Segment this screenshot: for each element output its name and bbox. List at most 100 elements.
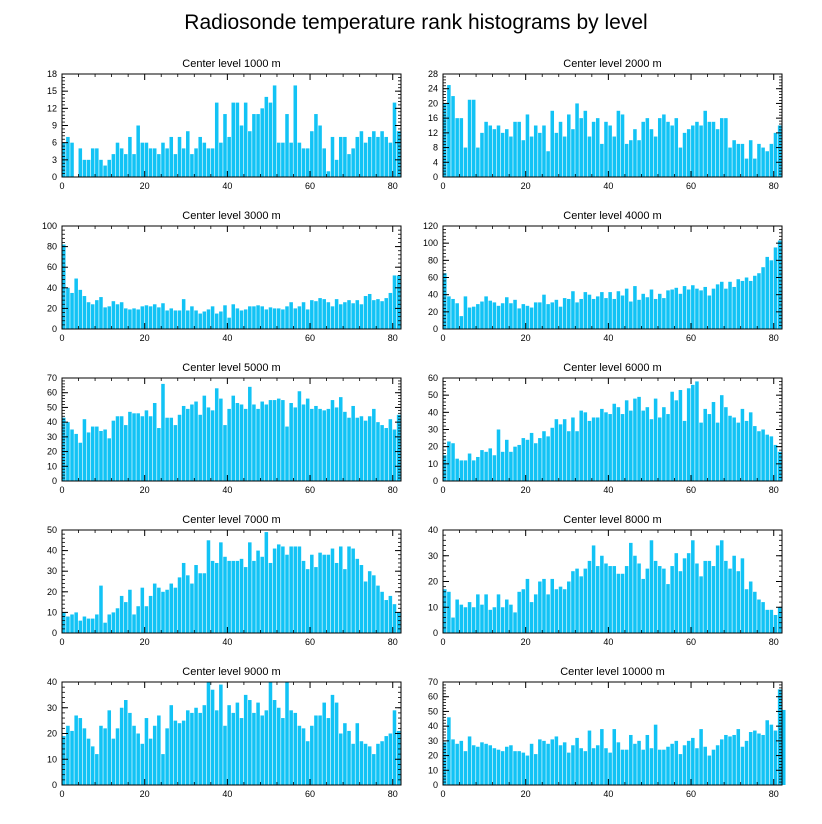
histogram-bar [268, 562, 273, 633]
histogram-bar [268, 400, 273, 481]
histogram-bar [455, 303, 459, 329]
histogram-bar [322, 702, 326, 785]
x-tick-label: 80 [769, 637, 779, 647]
histogram-bar [235, 308, 240, 329]
histogram-bar [620, 114, 625, 177]
x-tick-label: 0 [59, 333, 64, 343]
x-tick-label: 0 [440, 181, 445, 191]
histogram-bar [670, 289, 674, 329]
histogram-bar [691, 125, 695, 177]
histogram-bar [194, 565, 198, 633]
histogram-bar [529, 602, 534, 633]
histogram-bar [587, 560, 592, 633]
histogram-bar [666, 746, 670, 785]
histogram-bar [649, 748, 654, 785]
histogram-bar [124, 154, 128, 177]
y-tick-label: 0 [52, 628, 57, 638]
histogram-bar [256, 702, 260, 785]
x-tick-label: 40 [603, 333, 613, 343]
histogram-bar [637, 396, 641, 481]
histogram-bar [367, 136, 372, 177]
histogram-bar [633, 286, 637, 329]
histogram-bar [447, 717, 451, 785]
x-tick-label: 0 [440, 333, 445, 343]
histogram-bar [757, 733, 761, 785]
histogram-bar [186, 131, 190, 177]
histogram-bar [388, 419, 393, 481]
histogram-bar [293, 85, 298, 177]
histogram-bar [695, 288, 699, 329]
histogram-bar [181, 148, 186, 177]
x-tick-label: 20 [140, 789, 150, 799]
histogram-bar [645, 297, 650, 329]
histogram-bar [748, 732, 753, 785]
histogram-bar [595, 745, 600, 785]
histogram-bar [703, 408, 707, 481]
x-tick-label: 80 [388, 181, 398, 191]
histogram-bar [538, 581, 542, 633]
histogram-bar [268, 307, 273, 329]
y-tick-label: 40 [47, 417, 57, 427]
histogram-bar [264, 404, 269, 481]
histogram-bar [558, 586, 563, 633]
histogram-bar [728, 568, 732, 634]
histogram-bar [355, 417, 360, 481]
histogram-bar [715, 545, 720, 633]
histogram-bar [546, 594, 550, 634]
histogram-bar [128, 712, 132, 785]
histogram-bar [484, 451, 488, 481]
histogram-bar [181, 405, 186, 481]
histogram-bar [641, 749, 645, 785]
y-tick-label: 20 [47, 587, 57, 597]
histogram-bar [558, 121, 563, 177]
histogram-bar [165, 589, 169, 633]
histogram-bar [637, 563, 641, 633]
histogram-bar [165, 148, 169, 177]
histogram-bar [728, 415, 732, 481]
histogram-bar [653, 298, 658, 329]
histogram-bar [363, 420, 368, 481]
histogram-bar [484, 743, 488, 785]
histogram-bar [165, 417, 169, 481]
histogram-bar [533, 125, 538, 177]
histogram-bar [173, 425, 178, 481]
histogram-bar [260, 556, 264, 633]
histogram-bar [500, 132, 505, 177]
histogram-bar [724, 407, 728, 481]
y-tick-label: 8 [433, 143, 438, 153]
histogram-bar [488, 125, 493, 177]
x-tick-label: 80 [769, 485, 779, 495]
y-tick-label: 20 [428, 577, 438, 587]
histogram-bar [624, 143, 629, 177]
histogram-bar [235, 702, 240, 785]
histogram-bar [281, 546, 285, 633]
histogram-bar [769, 724, 774, 785]
histogram-bar [396, 131, 401, 177]
histogram-bar [206, 309, 211, 329]
histogram-bar [492, 302, 497, 329]
histogram-bar [388, 595, 393, 633]
histogram-bar [165, 310, 169, 329]
histogram-bar [70, 429, 74, 481]
histogram-bar [202, 573, 207, 633]
histogram-bar [624, 566, 629, 633]
histogram-bar [529, 743, 534, 785]
histogram-bar [509, 604, 513, 633]
y-tick-label: 30 [47, 703, 57, 713]
histogram-bar [463, 296, 468, 329]
y-tick-label: 20 [428, 442, 438, 452]
histogram-bar [517, 444, 521, 481]
histogram-bar [740, 408, 745, 481]
histogram-bar [761, 734, 765, 785]
histogram-bar [326, 408, 331, 481]
histogram-bar [587, 294, 592, 329]
histogram-bar [297, 391, 302, 481]
histogram-bar [777, 451, 782, 481]
histogram-bar [595, 118, 600, 177]
histogram-bar [322, 148, 326, 177]
histogram-bar [757, 431, 761, 481]
y-tick-label: 40 [428, 290, 438, 300]
histogram-bar [334, 702, 339, 785]
histogram-bar [173, 310, 178, 329]
histogram-bar [505, 297, 509, 329]
